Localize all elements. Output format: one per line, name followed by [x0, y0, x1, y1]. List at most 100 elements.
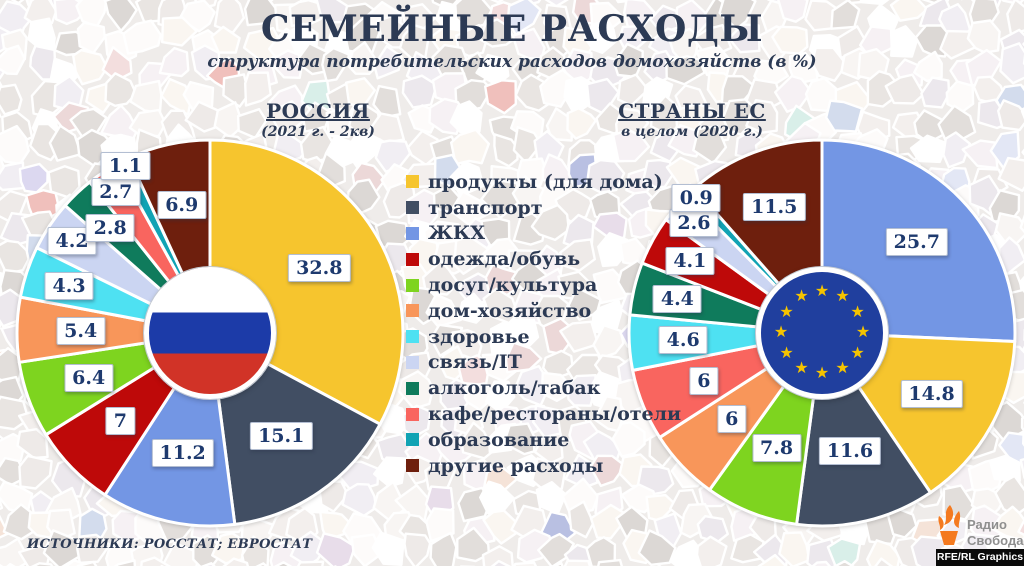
- mosaic-tile: [244, 71, 272, 107]
- legend-item: дом-хозяйство: [406, 298, 681, 324]
- legend-swatch: [406, 252, 419, 266]
- mosaic-tile: [401, 74, 438, 109]
- mosaic-tile: [104, 0, 138, 33]
- mosaic-tile: [619, 237, 647, 267]
- mosaic-tile: [493, 133, 519, 168]
- legend-label: связь/IT: [428, 351, 522, 374]
- legend-swatch: [406, 355, 419, 369]
- mosaic-tile: [597, 558, 623, 566]
- mosaic-tile: [567, 286, 602, 321]
- legend-item: одежда/обувь: [406, 246, 681, 272]
- mosaic-tile: [513, 561, 538, 566]
- legend: продукты (для дома) транспорт ЖКХ одежда/об…: [406, 169, 681, 479]
- legend-swatch: [406, 278, 419, 292]
- legend-item: алкоголь/табак: [406, 375, 681, 401]
- value-label: 4.4: [652, 284, 702, 313]
- mosaic-tile: [513, 364, 548, 407]
- eu-pie-chart: ★ ★ ★ ★ ★ ★ ★ ★ ★ ★ ★ ★ 25.7 14.8 11.6 7.8 6 6 4.6 4.4 4.1 2…: [622, 133, 1022, 533]
- mosaic-tile: [994, 474, 1024, 517]
- page-subtitle: структура потребительских расходов домох…: [207, 52, 817, 72]
- mosaic-tile: [611, 128, 651, 163]
- value-label: 7: [105, 406, 136, 435]
- eu-chart-period: в целом (2020 г.): [621, 124, 763, 140]
- value-label: 25.7: [885, 228, 948, 257]
- eu-chart-header: СТРАНЫ ЕС в целом (2020 г.): [618, 99, 766, 140]
- mosaic-tile: [859, 0, 890, 6]
- russia-flag: [144, 267, 276, 399]
- source-note: ИСТОЧНИКИ: РОССТАТ; ЕВРОСТАТ: [27, 537, 313, 552]
- eu-star-icon: ★: [794, 286, 809, 306]
- mosaic-tile: [771, 25, 809, 55]
- value-label: 4.6: [658, 325, 708, 354]
- mosaic-tile: [589, 503, 627, 540]
- eu-star-icon: ★: [779, 342, 794, 362]
- mosaic-tile: [161, 16, 198, 47]
- legend-label: кафе/рестораны/отели: [428, 403, 682, 426]
- mosaic-tile: [695, 535, 728, 566]
- radio-text-line1: Радио: [967, 517, 1007, 532]
- mosaic-tile: [315, 532, 357, 566]
- mosaic-tile: [269, 541, 304, 566]
- legend-label: ЖКХ: [428, 222, 485, 245]
- value-label: 0.9: [671, 184, 721, 213]
- mosaic-tile: [0, 497, 4, 511]
- mosaic-tile: [10, 0, 25, 5]
- mosaic-tile: [1017, 518, 1024, 537]
- mosaic-tile: [997, 156, 1024, 192]
- mosaic-tile: [679, 502, 716, 539]
- mosaic-tile: [484, 79, 517, 115]
- mosaic-tile: [942, 131, 972, 169]
- legend-label: одежда/обувь: [428, 248, 581, 271]
- mosaic-tile: [1006, 0, 1024, 36]
- value-label: 2.7: [91, 177, 141, 206]
- mosaic-tile: [889, 0, 929, 22]
- eu-star-icon: ★: [794, 357, 809, 377]
- legend-swatch: [406, 433, 419, 447]
- legend-item: кафе/рестораны/отели: [406, 401, 681, 427]
- mosaic-tile: [200, 562, 216, 566]
- mosaic-tile: [255, 562, 269, 566]
- legend-item: транспорт: [406, 195, 681, 221]
- legend-swatch: [406, 201, 419, 215]
- mosaic-tile: [288, 0, 327, 27]
- russia-chart-header: РОССИЯ (2021 г. - 2кв): [261, 99, 375, 140]
- mosaic-tile: [585, 77, 620, 116]
- value-label: 11.5: [743, 192, 806, 221]
- mosaic-tile: [503, 422, 536, 456]
- legend-swatch: [406, 459, 419, 473]
- mosaic-tile: [545, 107, 574, 142]
- mosaic-tile: [454, 0, 493, 31]
- mosaic-tile: [421, 260, 460, 296]
- mosaic-tile: [559, 320, 600, 353]
- value-label: 6.4: [64, 363, 114, 392]
- mosaic-tile: [76, 533, 111, 564]
- legend-swatch: [406, 175, 419, 189]
- value-label: 1.1: [100, 151, 150, 180]
- mosaic-tile: [162, 541, 202, 566]
- value-label: 4.1: [665, 246, 715, 275]
- radio-text-line2: Свобода: [967, 533, 1024, 548]
- legend-item: ЖКХ: [406, 221, 681, 247]
- legend-label: образование: [428, 428, 570, 451]
- torch-logo-icon: [938, 505, 961, 545]
- legend-swatch: [406, 381, 419, 395]
- mosaic-tile: [0, 124, 30, 166]
- mosaic-tile: [72, 48, 109, 86]
- mosaic-tile: [140, 556, 171, 566]
- mosaic-tile: [623, 0, 656, 30]
- mosaic-tile: [372, 84, 402, 119]
- mosaic-tile: [343, 16, 382, 56]
- mosaic-tile: [267, 100, 307, 136]
- eu-star-icon: ★: [850, 342, 865, 362]
- mosaic-tile: [479, 18, 516, 48]
- mosaic-tile: [778, 531, 811, 566]
- credit-bar: RFE/RL Graphics: [936, 549, 1024, 566]
- mosaic-tile: [489, 0, 505, 4]
- mosaic-tile: [243, 0, 280, 27]
- mosaic-tile: [321, 46, 351, 83]
- mosaic-tile: [988, 454, 1021, 482]
- mosaic-tile: [456, 526, 491, 563]
- mosaic-tile: [210, 25, 241, 54]
- eu-chart-title: СТРАНЫ ЕС: [618, 99, 766, 123]
- mosaic-tile: [406, 188, 439, 230]
